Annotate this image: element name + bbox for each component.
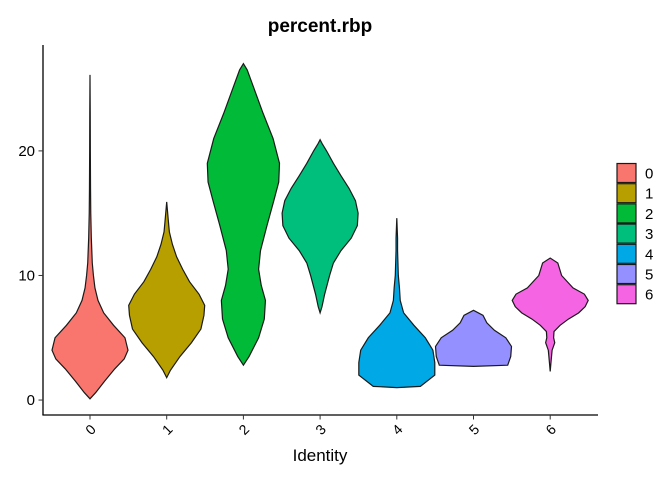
legend-label-3: 3 bbox=[645, 226, 653, 243]
x-tick-label: 6 bbox=[542, 421, 559, 438]
legend-label-2: 2 bbox=[645, 206, 653, 223]
x-axis-title: Identity bbox=[293, 446, 348, 465]
x-tick-label: 5 bbox=[466, 421, 483, 438]
legend-key-6 bbox=[616, 284, 637, 305]
y-tick-label: 20 bbox=[18, 143, 35, 160]
legend-label-0: 0 bbox=[645, 166, 653, 183]
legend-key-5 bbox=[616, 263, 637, 285]
legend-key-2 bbox=[616, 203, 637, 224]
legend-label-4: 4 bbox=[645, 246, 653, 263]
legend-key-0 bbox=[616, 162, 637, 184]
legend-label-5: 5 bbox=[645, 267, 653, 284]
legend-key-4 bbox=[616, 243, 637, 264]
legend: 0 1 2 3 4 5 6 bbox=[616, 162, 653, 305]
legend-key-3 bbox=[616, 223, 637, 244]
chart-title: percent.rbp bbox=[268, 16, 373, 37]
violin-group bbox=[51, 62, 589, 400]
y-axis-ticks: 0 10 20 bbox=[18, 143, 43, 409]
legend-label-1: 1 bbox=[645, 186, 653, 203]
violin-1 bbox=[128, 201, 206, 379]
violin-4 bbox=[358, 218, 436, 389]
violin-6 bbox=[511, 257, 589, 372]
x-axis-ticks: 0 1 2 3 4 5 6 bbox=[82, 415, 559, 438]
violin-0 bbox=[51, 74, 129, 400]
legend-label-6: 6 bbox=[645, 287, 653, 304]
x-tick-label: 2 bbox=[235, 421, 252, 438]
legend-key-1 bbox=[616, 183, 637, 204]
y-tick-label: 0 bbox=[27, 392, 35, 409]
violin-3 bbox=[281, 138, 359, 315]
x-tick-label: 0 bbox=[82, 421, 99, 438]
violin-5 bbox=[434, 309, 513, 368]
x-tick-label: 1 bbox=[159, 421, 176, 438]
x-tick-label: 3 bbox=[312, 421, 329, 438]
y-tick-label: 10 bbox=[18, 267, 35, 284]
x-tick-label: 4 bbox=[389, 421, 406, 438]
violin-2 bbox=[206, 62, 281, 367]
